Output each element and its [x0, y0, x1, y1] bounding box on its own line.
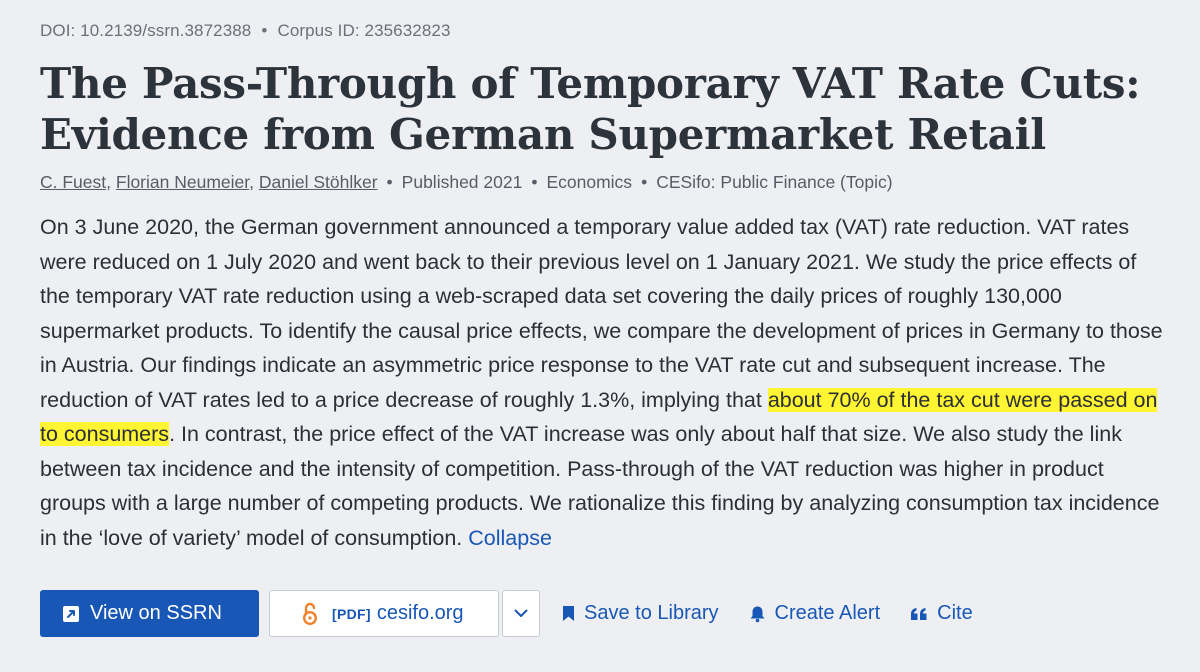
doi-text: DOI: 10.2139/ssrn.3872388 — [40, 21, 252, 40]
author-link[interactable]: Daniel Stöhlker — [258, 172, 378, 192]
byline-separator: • — [386, 172, 393, 192]
abstract-text: . In contrast, the price effect of the V… — [40, 422, 1160, 550]
author-link[interactable]: Florian Neumeier — [115, 172, 250, 192]
quote-icon — [910, 607, 928, 621]
venue: CESifo: Public Finance (Topic) — [656, 172, 893, 192]
cite-button[interactable]: Cite — [910, 602, 973, 625]
abstract-text: On 3 June 2020, the German government an… — [40, 215, 1163, 412]
paper-meta: DOI: 10.2139/ssrn.3872388 • Corpus ID: 235… — [40, 21, 451, 41]
action-bar: View on SSRN [PDF] cesifo.org Save to Li… — [40, 590, 973, 637]
create-alert-label: Create Alert — [774, 602, 881, 624]
create-alert-button[interactable]: Create Alert — [749, 602, 881, 625]
author-link[interactable]: C. Fuest — [40, 172, 107, 192]
external-link-icon — [62, 605, 80, 623]
open-access-lock-icon — [302, 602, 318, 626]
meta-separator: • — [261, 21, 268, 40]
bookmark-icon — [562, 605, 575, 622]
pdf-link-button[interactable]: [PDF] cesifo.org — [269, 590, 499, 637]
paper-title: The Pass-Through of Temporary VAT Rate C… — [40, 59, 1141, 159]
byline-separator: • — [531, 172, 538, 192]
published-year: Published 2021 — [401, 172, 523, 192]
collapse-link[interactable]: Collapse — [468, 525, 552, 550]
view-on-ssrn-button[interactable]: View on SSRN — [40, 590, 259, 637]
field-of-study: Economics — [546, 172, 633, 192]
corpus-id-text: Corpus ID: 235632823 — [277, 21, 451, 40]
chevron-down-icon — [514, 605, 528, 623]
cite-label: Cite — [937, 602, 973, 624]
byline: C. Fuest, Florian Neumeier, Daniel Stöhl… — [40, 172, 893, 192]
pdf-tag: [PDF] — [332, 605, 371, 622]
byline-separator: • — [641, 172, 648, 192]
save-to-library-button[interactable]: Save to Library — [562, 602, 719, 625]
pdf-host: cesifo.org — [376, 602, 464, 624]
save-to-library-label: Save to Library — [584, 602, 719, 624]
abstract: On 3 June 2020, the German government an… — [40, 210, 1165, 555]
bell-icon — [749, 605, 766, 623]
more-sources-button[interactable] — [502, 590, 540, 637]
view-on-ssrn-label: View on SSRN — [90, 602, 222, 624]
